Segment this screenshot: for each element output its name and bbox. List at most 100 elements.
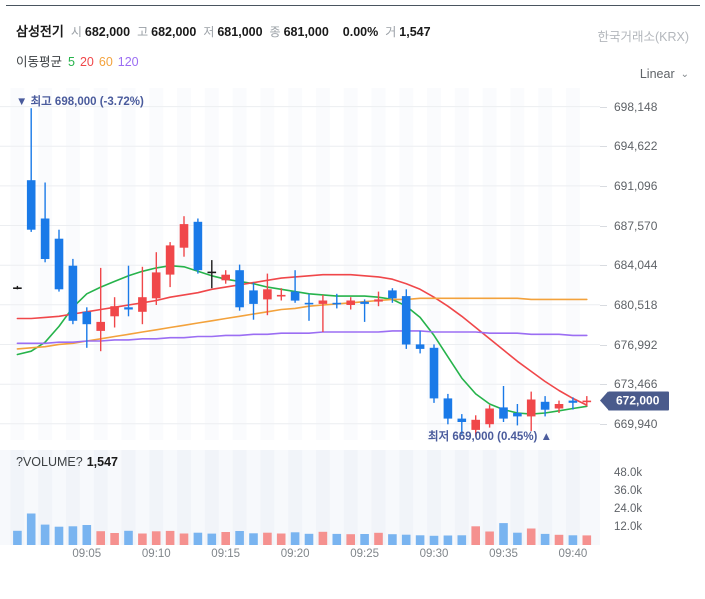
volume-bar	[138, 533, 147, 545]
candle-body	[193, 221, 203, 271]
candle-body	[26, 180, 36, 230]
ma-legend-120[interactable]: 120	[117, 55, 139, 69]
candlestick	[554, 400, 564, 413]
volume-column-band	[93, 450, 108, 545]
column-band	[288, 88, 303, 440]
candlestick	[499, 386, 508, 422]
volume-bar	[26, 513, 36, 545]
ma-legend-5[interactable]: 5	[68, 55, 75, 69]
candlestick	[96, 267, 105, 352]
candlestick	[401, 289, 411, 349]
volume-column-band	[260, 450, 275, 545]
current-price-badge[interactable]: 672,000	[599, 391, 670, 411]
volume-column-band	[38, 450, 53, 545]
volume-bar	[96, 531, 105, 545]
column-band	[315, 88, 330, 440]
candle-body	[346, 300, 355, 305]
volume-bar	[582, 535, 592, 545]
candle-body	[276, 294, 286, 297]
candlestick	[82, 307, 92, 348]
volume-bar	[526, 528, 536, 545]
volume-bar	[179, 533, 189, 545]
candlestick	[429, 344, 439, 403]
candlestick	[110, 297, 119, 328]
candle-body	[221, 274, 230, 281]
column-band	[232, 88, 247, 440]
candlestick	[249, 282, 258, 320]
ma-legend-20[interactable]: 20	[79, 55, 94, 69]
ma-legend-60[interactable]: 60	[98, 55, 113, 69]
candlestick	[332, 293, 342, 309]
symbol-name[interactable]: 삼성전기	[16, 24, 64, 39]
volume-bar	[388, 534, 397, 545]
candlestick	[40, 182, 50, 263]
candlestick	[235, 264, 244, 311]
close-label: 종	[269, 25, 281, 39]
volume-bar	[276, 533, 286, 545]
volume-column-band	[427, 450, 441, 545]
price-axis-label: 684,044	[614, 258, 658, 273]
exchange-label: 한국거래소(KRX)	[597, 30, 689, 44]
candlestick	[388, 288, 397, 303]
candle-body	[401, 296, 411, 345]
ma-line-120	[16, 330, 588, 345]
column-band	[371, 88, 386, 440]
volume-value: 1,547	[399, 25, 431, 39]
candle-body	[415, 344, 425, 349]
candlestick	[26, 108, 36, 232]
open-label-text: 시	[70, 25, 82, 39]
price-chart-plot[interactable]	[0, 88, 600, 440]
time-axis-label: 09:20	[280, 548, 310, 560]
candlestick	[513, 404, 522, 426]
volume-column-band	[121, 450, 136, 545]
candlestick	[360, 299, 369, 322]
price-axis-label: 687,570	[614, 218, 658, 233]
volume-axis-label: 48.0k	[614, 467, 643, 479]
volume-bar	[151, 531, 161, 545]
candlestick	[290, 270, 300, 303]
price-axis-tick	[600, 423, 607, 425]
volume-axis-label: 36.0k	[614, 485, 643, 497]
volume-chart-plot[interactable]	[0, 450, 600, 545]
high-label: 고	[137, 25, 149, 39]
volume-column-band	[315, 450, 330, 545]
candlestick	[124, 265, 133, 317]
price-axis-label: 694,622	[614, 139, 658, 154]
candle-body	[110, 306, 119, 317]
chart-header-ohlc: 삼성전기0시682,000고682,000저681,000종681,0000.0…	[16, 24, 431, 40]
price-axis-label: 698,148	[614, 99, 658, 114]
scale-mode-dropdown[interactable]: Linear ⌄	[640, 67, 689, 81]
candlestick	[151, 252, 161, 305]
volume-bar	[40, 524, 50, 545]
candlestick	[13, 285, 22, 290]
volume-bar	[82, 525, 92, 545]
candlestick	[374, 291, 383, 307]
time-axis-label: 09:40	[558, 548, 588, 560]
volume-column-band	[65, 450, 80, 545]
price-axis-tick	[600, 384, 607, 386]
candlestick	[221, 270, 230, 284]
column-band	[93, 88, 108, 440]
candlestick	[207, 260, 217, 289]
price-axis-tick	[600, 344, 607, 346]
volume-bar	[207, 533, 217, 545]
volume-bar	[165, 530, 175, 545]
price-axis[interactable]: 698,148 694,622 691,096 687,570 684,044 680,5…	[599, 88, 705, 440]
price-axis-label: 676,992	[614, 337, 658, 352]
price-axis-tick	[600, 146, 607, 148]
column-band	[482, 88, 497, 440]
candle-body	[568, 400, 578, 403]
candle-body	[68, 265, 78, 321]
scale-mode-label: Linear	[639, 67, 675, 81]
candle-body	[151, 272, 161, 299]
volume-column-band	[510, 450, 525, 545]
candlestick	[346, 297, 355, 310]
time-axis-label: 09:15	[211, 548, 241, 560]
time-axis-label: 09:25	[350, 548, 379, 560]
volume-column-band	[177, 450, 191, 545]
candlestick	[304, 293, 314, 321]
price-axis-tick	[600, 304, 607, 306]
volume-bar	[124, 530, 133, 545]
candlestick	[568, 397, 578, 410]
price-axis-tick	[600, 225, 607, 227]
